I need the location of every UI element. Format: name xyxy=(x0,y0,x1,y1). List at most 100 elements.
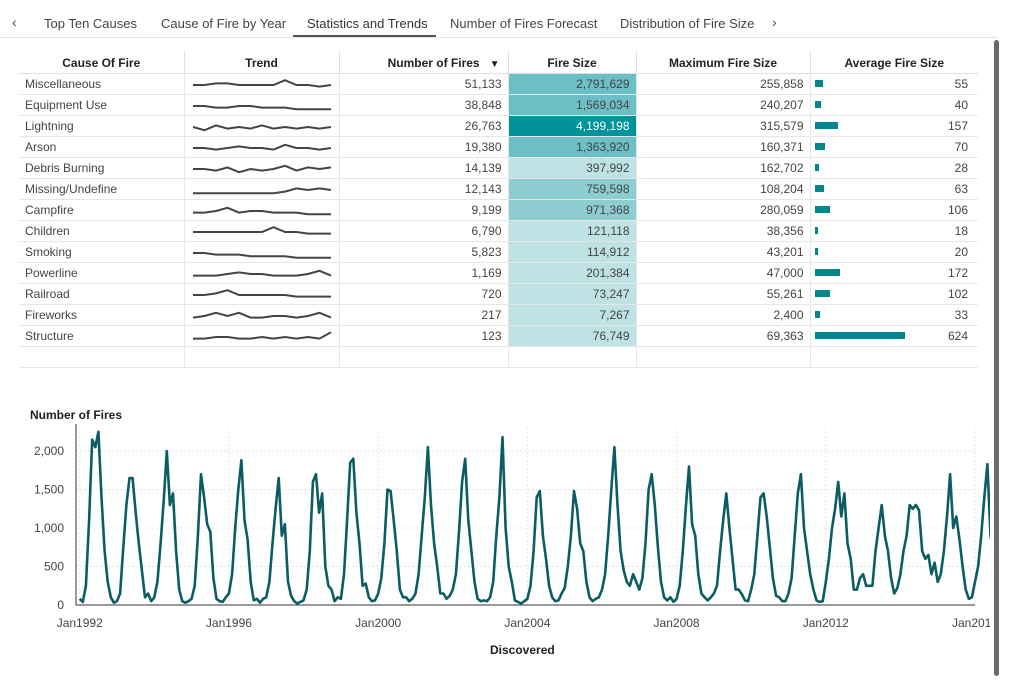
trend-cell xyxy=(184,283,340,305)
cause-cell: Lightning xyxy=(19,115,185,137)
table-row[interactable]: Railroad 720 73,247 55,261 102 xyxy=(19,283,978,305)
column-header-fire-size[interactable]: Fire Size xyxy=(508,52,637,74)
table-row[interactable]: Structure 123 76,749 69,363 624 xyxy=(19,325,978,347)
trend-cell xyxy=(184,262,340,284)
x-tick-label: Jan1992 xyxy=(57,616,103,630)
average-fire-size-value: 33 xyxy=(954,308,968,322)
trend-sparkline xyxy=(192,206,331,216)
average-fire-size-value: 63 xyxy=(954,182,968,196)
tab-scroll-right-icon[interactable]: › xyxy=(772,14,777,30)
average-fire-size-bar xyxy=(814,290,830,297)
trend-cell xyxy=(184,94,340,116)
average-fire-size-bar xyxy=(814,164,819,171)
table-row[interactable]: Equipment Use 38,848 1,569,034 240,207 40 xyxy=(19,94,978,116)
table-row[interactable]: Miscellaneous 51,133 2,791,629 255,858 55 xyxy=(19,73,978,95)
x-tick-label: Jan1996 xyxy=(206,616,252,630)
average-fire-size-value: 172 xyxy=(947,266,968,280)
fire-size-cell: 971,368 xyxy=(508,199,637,221)
tab-bar: ‹ Top Ten Causes Cause of Fire by Year S… xyxy=(0,0,1000,38)
cause-cell: Campfire xyxy=(19,199,185,221)
average-fire-size-value: 18 xyxy=(954,224,968,238)
cause-cell: Debris Burning xyxy=(19,157,185,179)
average-fire-size-bar xyxy=(814,185,824,192)
active-tab-indicator xyxy=(293,35,436,37)
statistics-table: Cause Of Fire Trend Number of Fires ▼ Fir… xyxy=(19,52,978,368)
average-fire-size-cell: 157 xyxy=(810,115,978,137)
average-fire-size-bar xyxy=(814,206,830,213)
trend-sparkline xyxy=(192,143,331,151)
trend-line xyxy=(192,269,331,277)
number-of-fires-cell: 12,143 xyxy=(339,178,509,200)
average-fire-size-bar xyxy=(814,248,818,255)
x-tick-label: Jan2012 xyxy=(803,616,849,630)
table-row[interactable]: Campfire 9,199 971,368 280,059 106 xyxy=(19,199,978,221)
table-row[interactable]: Children 6,790 121,118 38,356 18 xyxy=(19,220,978,242)
y-tick-label: 500 xyxy=(44,560,64,574)
trend-sparkline xyxy=(192,311,331,319)
empty-cell xyxy=(19,346,185,368)
average-fire-size-cell: 106 xyxy=(810,199,978,221)
average-fire-size-bar xyxy=(814,143,825,150)
trend-line xyxy=(192,143,331,151)
trend-cell xyxy=(184,157,340,179)
table-row[interactable]: Arson 19,380 1,363,920 160,371 70 xyxy=(19,136,978,158)
trend-sparkline xyxy=(192,124,331,132)
trend-sparkline xyxy=(192,226,331,235)
fire-size-cell: 201,384 xyxy=(508,262,637,284)
column-header-average-fire-size[interactable]: Average Fire Size xyxy=(810,52,978,74)
fire-size-cell: 2,791,629 xyxy=(508,73,637,95)
trend-line xyxy=(192,289,331,298)
tab-scroll-left-icon[interactable]: ‹ xyxy=(12,14,17,30)
trend-cell xyxy=(184,220,340,242)
number-of-fires-cell: 720 xyxy=(339,283,509,305)
average-fire-size-bar xyxy=(814,332,905,339)
number-of-fires-cell: 5,823 xyxy=(339,241,509,263)
average-fire-size-value: 70 xyxy=(954,140,968,154)
column-header-cause[interactable]: Cause Of Fire xyxy=(19,52,185,74)
column-header-trend[interactable]: Trend xyxy=(184,52,340,74)
table-row[interactable]: Lightning 26,763 4,199,198 315,579 157 xyxy=(19,115,978,137)
trend-line xyxy=(192,105,331,111)
maximum-fire-size-cell: 315,579 xyxy=(636,115,811,137)
average-fire-size-cell: 33 xyxy=(810,304,978,326)
average-fire-size-value: 102 xyxy=(947,287,968,301)
maximum-fire-size-cell: 255,858 xyxy=(636,73,811,95)
y-tick-label: 0 xyxy=(57,598,64,612)
empty-cell xyxy=(636,346,811,368)
average-fire-size-value: 624 xyxy=(947,329,968,343)
empty-cell xyxy=(810,346,978,368)
average-fire-size-cell: 70 xyxy=(810,136,978,158)
maximum-fire-size-cell: 240,207 xyxy=(636,94,811,116)
fire-size-cell: 1,569,034 xyxy=(508,94,637,116)
cause-cell: Railroad xyxy=(19,283,185,305)
table-row[interactable]: Fireworks 217 7,267 2,400 33 xyxy=(19,304,978,326)
trend-cell xyxy=(184,73,340,95)
average-fire-size-value: 20 xyxy=(954,245,968,259)
tab-top-ten-causes[interactable]: Top Ten Causes xyxy=(44,16,137,31)
table-row[interactable]: Missing/Undefine 12,143 759,598 108,204 63 xyxy=(19,178,978,200)
table-row[interactable]: Smoking 5,823 114,912 43,201 20 xyxy=(19,241,978,263)
tab-distribution-of-fire-size[interactable]: Distribution of Fire Size xyxy=(620,16,755,31)
trend-line xyxy=(192,79,331,88)
tab-statistics-and-trends[interactable]: Statistics and Trends xyxy=(307,16,428,31)
number-of-fires-cell: 19,380 xyxy=(339,136,509,158)
table-row[interactable]: Debris Burning 14,139 397,992 162,702 28 xyxy=(19,157,978,179)
trend-cell xyxy=(184,115,340,137)
tab-number-of-fires-forecast[interactable]: Number of Fires Forecast xyxy=(450,16,598,31)
maximum-fire-size-cell: 162,702 xyxy=(636,157,811,179)
table-row[interactable]: Powerline 1,169 201,384 47,000 172 xyxy=(19,262,978,284)
cause-cell: Children xyxy=(19,220,185,242)
maximum-fire-size-cell: 2,400 xyxy=(636,304,811,326)
vertical-scrollbar[interactable] xyxy=(994,40,999,676)
fire-size-cell: 759,598 xyxy=(508,178,637,200)
maximum-fire-size-cell: 108,204 xyxy=(636,178,811,200)
column-header-number-of-fires[interactable]: Number of Fires ▼ xyxy=(339,52,509,74)
column-header-maximum-fire-size[interactable]: Maximum Fire Size xyxy=(636,52,811,74)
average-fire-size-value: 157 xyxy=(947,119,968,133)
trend-sparkline xyxy=(192,289,331,298)
cause-cell: Fireworks xyxy=(19,304,185,326)
tab-cause-of-fire-by-year[interactable]: Cause of Fire by Year xyxy=(161,16,287,31)
average-fire-size-bar xyxy=(814,101,821,108)
sort-descending-icon[interactable]: ▼ xyxy=(489,58,500,70)
empty-cell xyxy=(184,346,340,368)
